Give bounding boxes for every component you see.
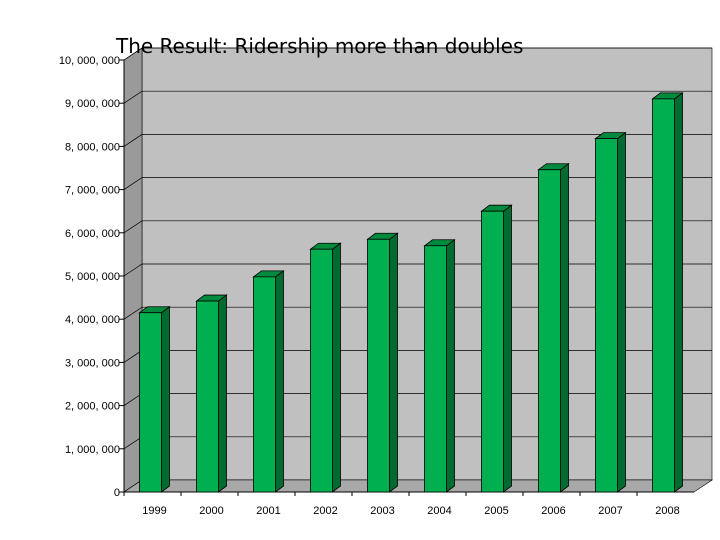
x-tick-label: 2003 — [370, 505, 394, 517]
y-tick-label: 10, 000, 000 — [59, 55, 120, 67]
y-tick-label: 6, 000, 000 — [65, 228, 120, 240]
y-tick-label: 7, 000, 000 — [65, 185, 120, 197]
bar-front-face — [424, 245, 447, 493]
bar-front-face — [481, 210, 504, 493]
x-tick-label: 2001 — [256, 505, 280, 517]
bar — [480, 204, 513, 493]
bar — [366, 232, 399, 493]
x-tick-label: 2008 — [655, 505, 679, 517]
bar-side-face — [560, 162, 569, 493]
gridline — [123, 134, 712, 147]
gridline — [123, 177, 712, 190]
x-tick-label: 2006 — [541, 505, 565, 517]
y-tick-label: 8, 000, 000 — [65, 141, 120, 153]
gridline — [123, 220, 712, 234]
x-tick-label: 2005 — [484, 505, 508, 517]
bar-side-face — [218, 294, 227, 493]
x-tick-label: 2004 — [427, 505, 451, 517]
gridline — [123, 263, 712, 277]
chart-title: The Result: Ridership more than doubles — [115, 34, 523, 58]
x-tick-label: 2002 — [313, 505, 337, 517]
bar-side-face — [674, 92, 683, 493]
y-tick-label: 3, 000, 000 — [65, 357, 120, 369]
y-tick-label: 4, 000, 000 — [65, 314, 120, 326]
bar-front-face — [652, 98, 675, 493]
gridline — [123, 47, 712, 61]
y-tick-label: 0 — [114, 487, 120, 499]
gridline — [123, 306, 712, 320]
bar-front-face — [253, 276, 276, 493]
bar-front-face — [196, 300, 219, 493]
bar-side-face — [617, 131, 626, 493]
bar — [423, 238, 456, 493]
bar-front-face — [595, 138, 618, 493]
y-tick-label: 5, 000, 000 — [65, 271, 120, 283]
y-tick-label: 9, 000, 000 — [65, 98, 120, 110]
y-tick-label: 2, 000, 000 — [65, 401, 120, 413]
bar — [195, 294, 228, 493]
bar-front-face — [538, 169, 561, 493]
bar-side-face — [503, 204, 512, 493]
x-tick-label: 2007 — [598, 505, 622, 517]
x-tick-label: 2000 — [199, 505, 223, 517]
y-tick-label: 1, 000, 000 — [65, 444, 120, 456]
bar-side-face — [389, 232, 398, 493]
bar — [309, 242, 342, 493]
bar-side-face — [161, 305, 170, 493]
bar-side-face — [332, 242, 341, 493]
bar-side-face — [275, 270, 284, 493]
bar — [651, 92, 684, 493]
bar-front-face — [310, 248, 333, 493]
bar-front-face — [139, 312, 162, 493]
bar — [594, 131, 627, 493]
bar-front-face — [367, 238, 390, 493]
x-tick-label: 1999 — [142, 505, 166, 517]
gridline — [123, 90, 712, 104]
bar-side-face — [446, 238, 455, 493]
bar — [537, 162, 570, 493]
bar — [252, 270, 285, 493]
bar — [138, 305, 171, 493]
